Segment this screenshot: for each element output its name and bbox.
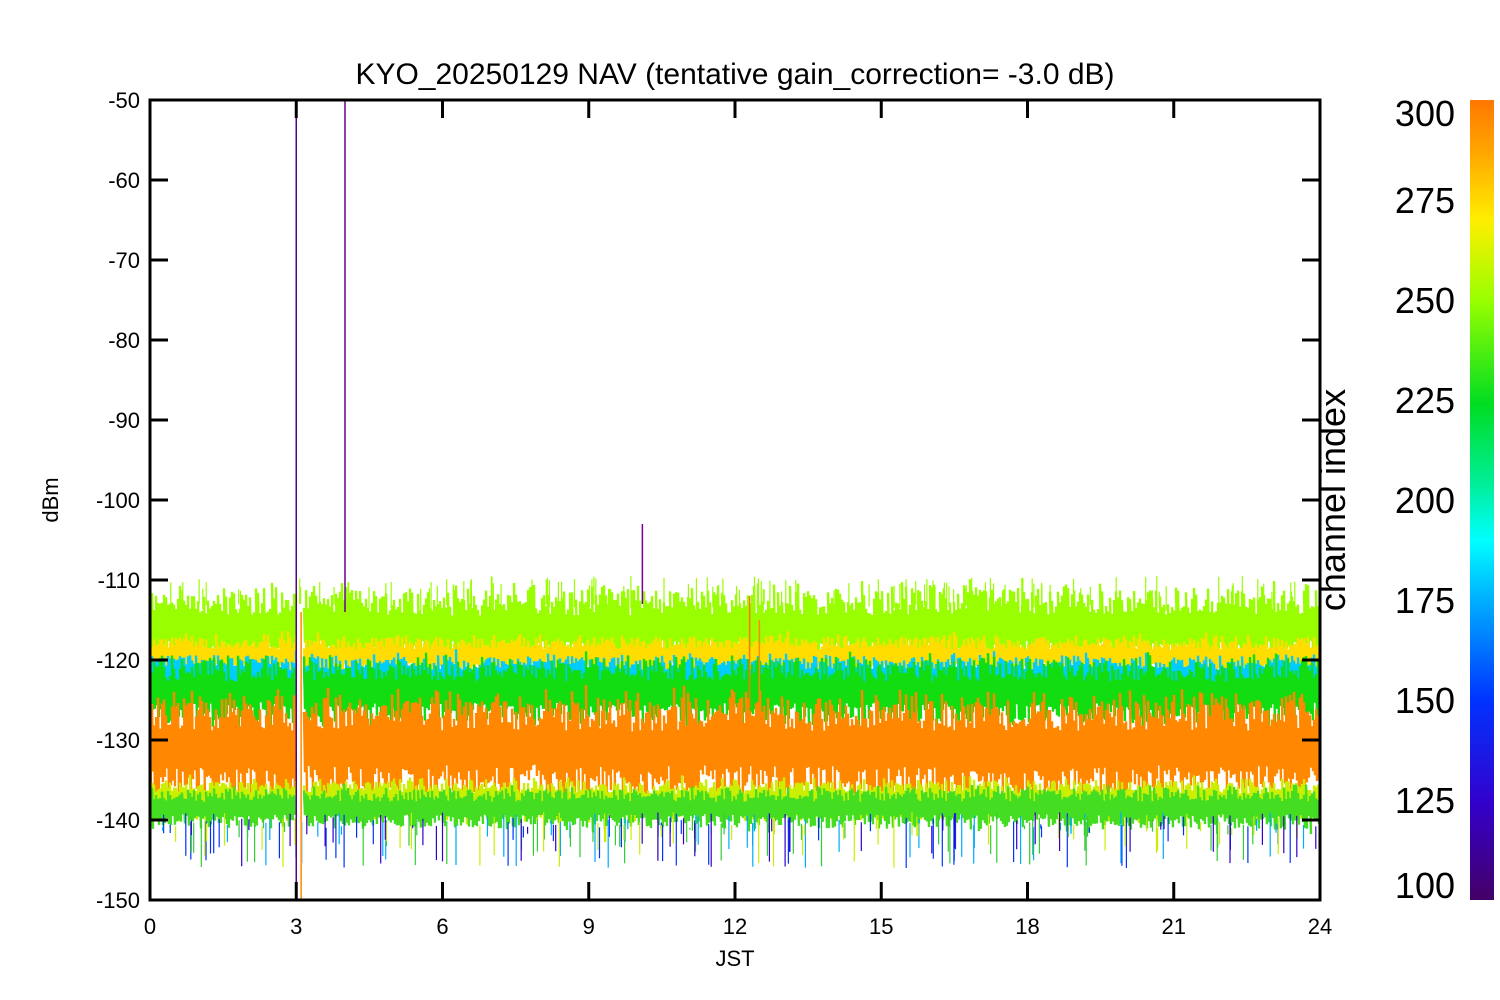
plot-area xyxy=(150,576,1320,900)
y-axis: -50 -60 -70 -80 -90 -100 -110 -120 -130 -140 -150 xyxy=(96,88,1320,913)
colorbar-tick-label: 250 xyxy=(1395,280,1455,321)
y-tick-label: -70 xyxy=(108,248,140,273)
x-tick-label: 15 xyxy=(869,914,893,939)
colorbar-tick-label: 225 xyxy=(1395,380,1455,421)
y-tick-label: -100 xyxy=(96,488,140,513)
y-tick-label: -130 xyxy=(96,728,140,753)
colorbar xyxy=(1470,100,1494,900)
colorbar-tick-label: 125 xyxy=(1395,780,1455,821)
x-tick-label: 21 xyxy=(1162,914,1186,939)
x-tick-label: 0 xyxy=(144,914,156,939)
x-tick-label: 24 xyxy=(1308,914,1332,939)
colorbar-tick-label: 100 xyxy=(1395,865,1455,906)
outlier-ticks-3 xyxy=(175,812,1298,868)
colorbar-tick-label: 150 xyxy=(1395,680,1455,721)
colorbar-tick-label: 300 xyxy=(1395,93,1455,134)
y-tick-label: -140 xyxy=(96,808,140,833)
colorbar-tick-label: 275 xyxy=(1395,180,1455,221)
y-tick-label: -110 xyxy=(98,568,140,593)
spike-layer xyxy=(295,100,761,900)
x-axis-label: JST xyxy=(715,946,754,971)
colorbar-tick-label: 200 xyxy=(1395,480,1455,521)
x-tick-label: 9 xyxy=(583,914,595,939)
chart-title: KYO_20250129 NAV (tentative gain_correct… xyxy=(355,58,1114,91)
x-tick-label: 6 xyxy=(436,914,448,939)
y-tick-label: -50 xyxy=(108,88,140,113)
y-tick-label: -60 xyxy=(108,168,140,193)
colorbar-tick-label: 175 xyxy=(1395,580,1455,621)
x-tick-label: 12 xyxy=(723,914,747,939)
y-tick-label: -120 xyxy=(96,648,140,673)
y-tick-label: -150 xyxy=(96,888,140,913)
colorbar-label: channel index xyxy=(1312,389,1353,611)
y-tick-label: -90 xyxy=(108,408,140,433)
y-axis-label: dBm xyxy=(38,477,63,522)
colorbar-ticks: 300 275 250 225 200 175 150 125 100 xyxy=(1395,93,1455,906)
data-gap xyxy=(296,604,303,900)
x-tick-label: 18 xyxy=(1015,914,1039,939)
y-tick-label: -80 xyxy=(108,328,140,353)
x-axis: 0 3 6 9 12 15 18 21 24 xyxy=(144,100,1332,939)
upper-noise-ticks xyxy=(170,576,1320,612)
x-tick-label: 3 xyxy=(290,914,302,939)
